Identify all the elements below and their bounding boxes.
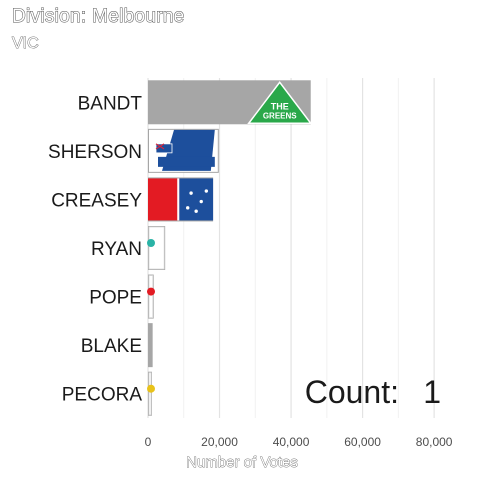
bar-group (147, 274, 155, 319)
category-label: BANDT (78, 93, 143, 114)
party-logo-mark (147, 239, 155, 247)
star-icon (186, 206, 190, 210)
count-value: 1 (423, 374, 441, 410)
bar-group (147, 371, 155, 416)
party-logo-bg (148, 275, 154, 318)
greens-triangle (247, 81, 313, 125)
x-tick-label: 20,000 (201, 435, 238, 449)
category-label: RYAN (91, 239, 142, 260)
party-logo-bg (148, 372, 152, 416)
flag-icon (155, 143, 165, 150)
bar-group (148, 128, 219, 173)
party-logo-mark (147, 384, 155, 393)
count-label: Count: (305, 374, 399, 410)
party-logo-mark (147, 287, 155, 296)
star-icon (189, 191, 193, 195)
x-tick-labels: 0 20,000 40,000 60,000 80,000 (145, 435, 453, 449)
star-icon (199, 199, 203, 204)
category-label: SHERSON (48, 142, 142, 163)
greens-logo-text: THE (271, 101, 289, 111)
star-icon (204, 189, 209, 193)
category-label: CREASEY (51, 190, 142, 211)
greens-logo-text: GREENS (263, 111, 297, 120)
liberal-logo-wordmark (158, 156, 215, 167)
bar-group (148, 323, 153, 368)
bar-group (148, 177, 214, 222)
bar-group (147, 226, 166, 270)
x-tick-label: 80,000 (416, 435, 453, 449)
x-tick-label: 40,000 (273, 435, 310, 449)
x-tick-label: 0 (145, 435, 152, 449)
x-axis-label: Number of Votes (186, 454, 298, 471)
chart-title: Division: Melbourne (12, 6, 185, 28)
category-labels: BANDT SHERSON CREASEY RYAN POPE BLAKE PECORA (48, 93, 142, 405)
labor-logo-red (148, 178, 180, 221)
party-logo-bg (148, 226, 165, 270)
chart-subtitle: VIC (12, 35, 39, 53)
category-label: PECORA (62, 385, 143, 406)
category-label: BLAKE (81, 336, 142, 357)
star-icon (194, 209, 198, 213)
bar (148, 323, 153, 368)
x-tick-label: 60,000 (344, 435, 381, 449)
labor-logo-divider (177, 178, 180, 221)
labor-logo-blue (179, 178, 214, 221)
category-label: POPE (89, 288, 142, 309)
